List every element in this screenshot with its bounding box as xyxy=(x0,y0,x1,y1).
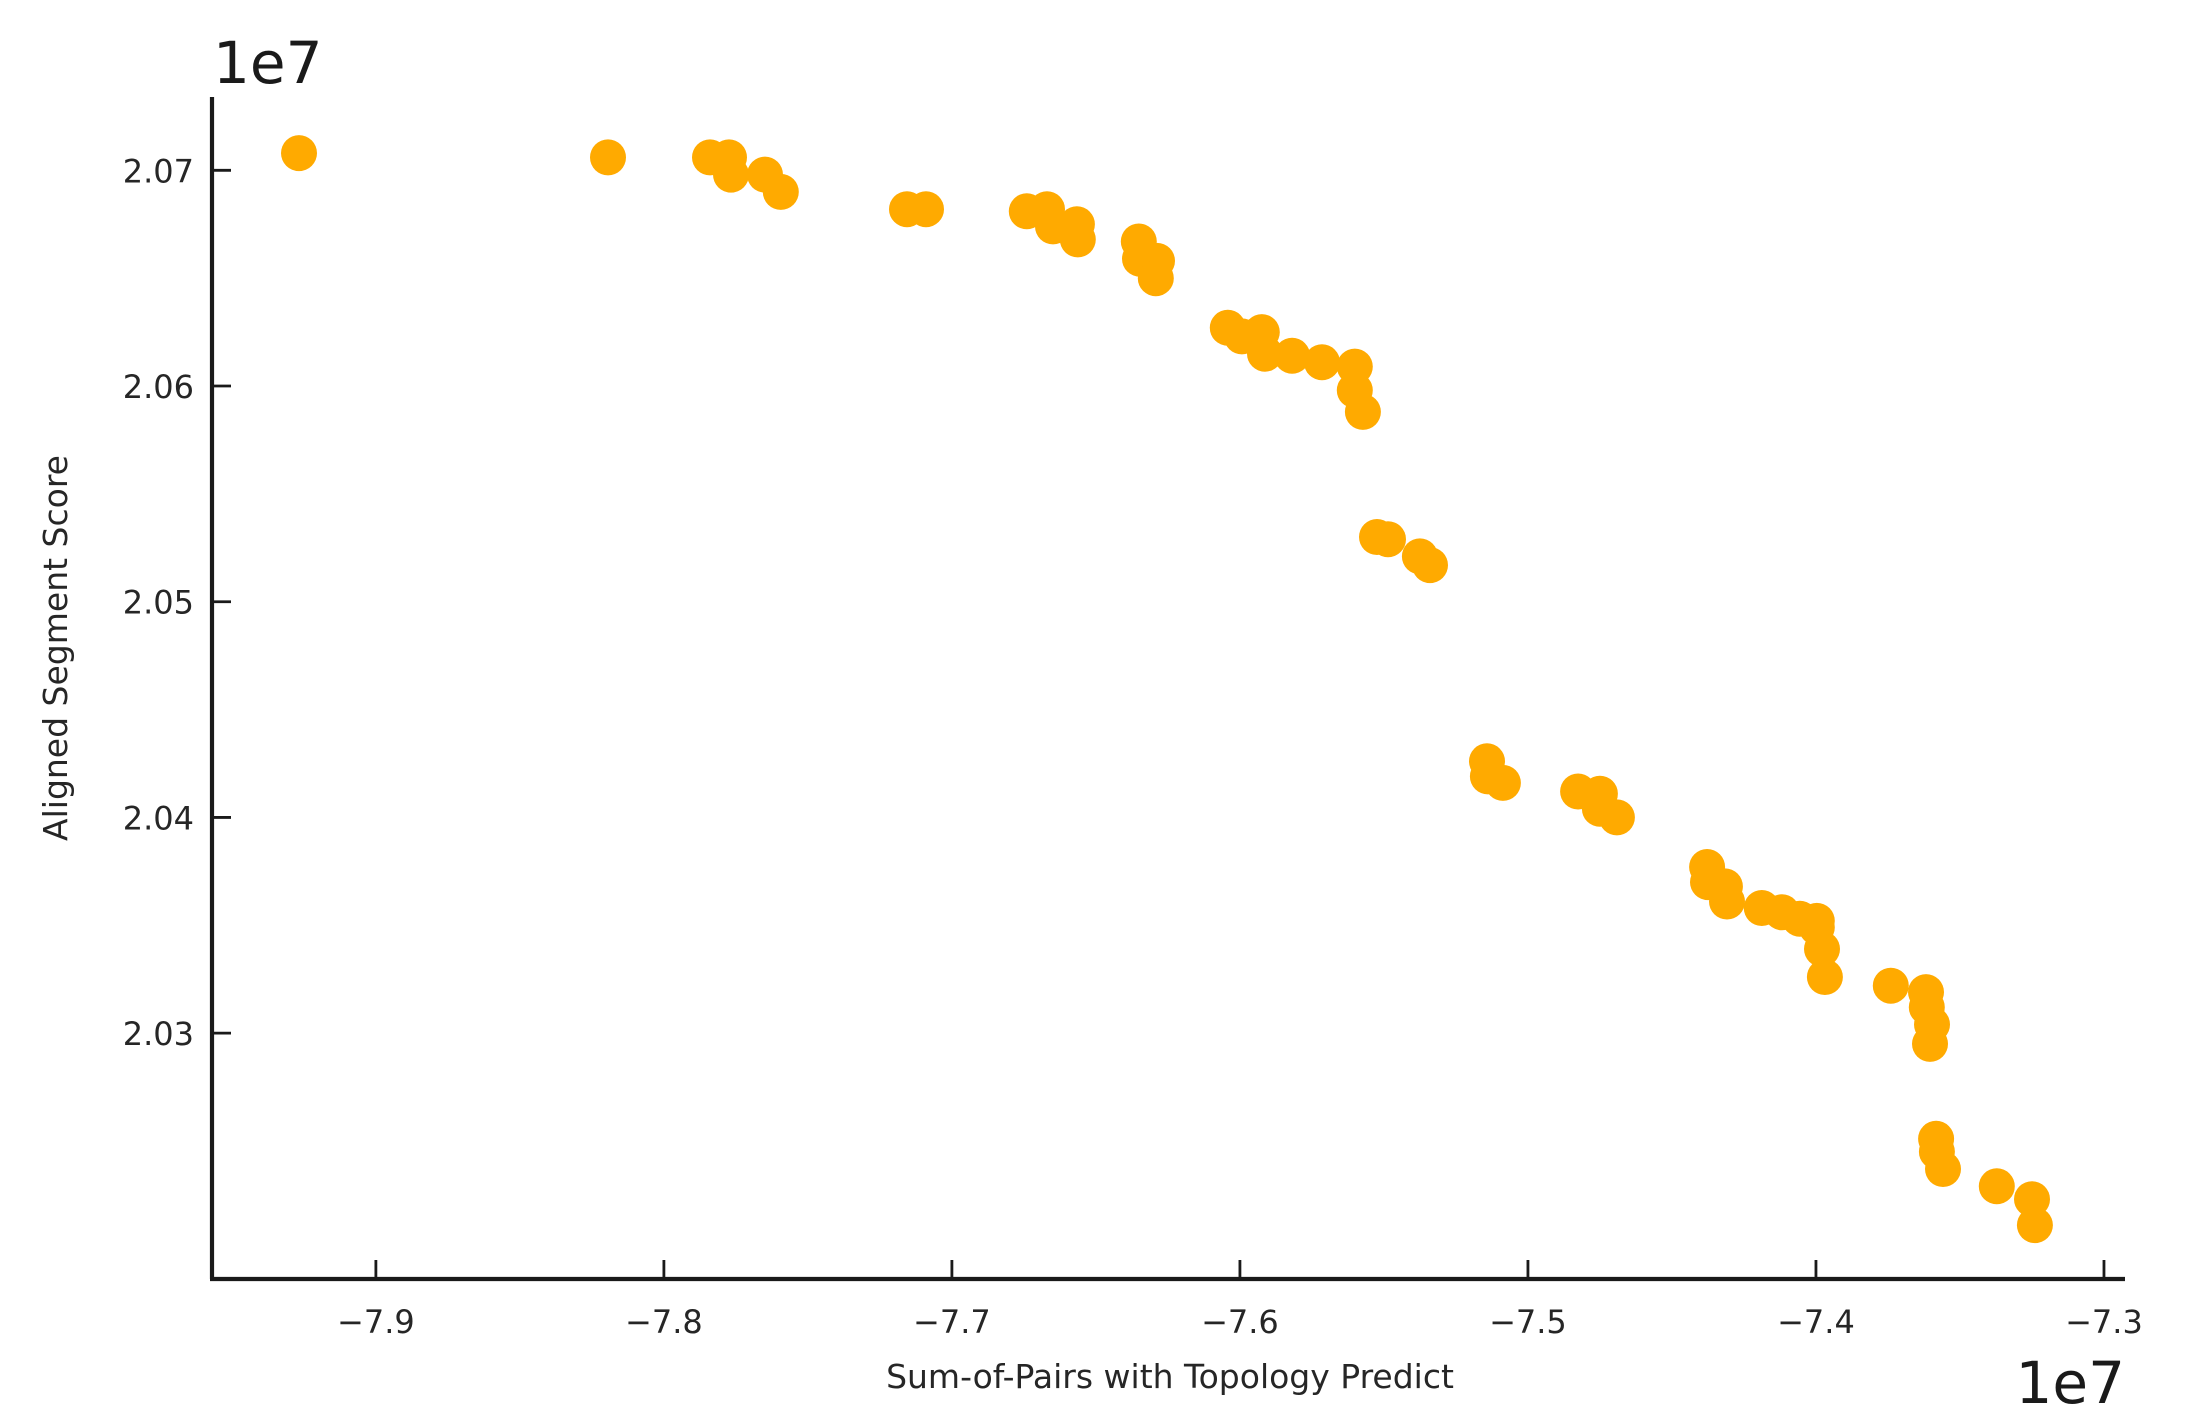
x-tick-label: −7.9 xyxy=(337,1303,415,1341)
data-point xyxy=(2016,1207,2053,1244)
y-tick-label: 2.05 xyxy=(123,584,194,622)
y-tick-label: 2.06 xyxy=(123,368,194,406)
data-point xyxy=(1412,547,1448,584)
data-point xyxy=(1925,1151,1961,1187)
data-point xyxy=(1598,799,1635,836)
data-point xyxy=(1247,335,1283,372)
y-tick-label: 2.07 xyxy=(123,152,194,190)
data-point xyxy=(908,191,944,228)
data-point xyxy=(1912,1025,1948,1062)
data-point xyxy=(1804,931,1840,967)
x-tick-label: −7.4 xyxy=(1777,1303,1855,1341)
data-point xyxy=(1370,521,1406,558)
data-point xyxy=(713,156,749,193)
data-point xyxy=(1304,344,1340,381)
x-tick-label: −7.6 xyxy=(1201,1303,1279,1341)
data-point xyxy=(590,139,626,176)
y-offset-label: 1e7 xyxy=(213,29,323,97)
data-point xyxy=(281,135,317,172)
x-axis-label: Sum-of-Pairs with Topology Predict xyxy=(886,1357,1454,1396)
data-points xyxy=(281,135,2053,1244)
y-tick-label: 2.03 xyxy=(123,1015,194,1053)
x-tick-label: −7.5 xyxy=(1489,1303,1567,1341)
data-point xyxy=(1872,967,1909,1004)
data-point xyxy=(1709,883,1745,920)
data-point xyxy=(762,173,799,210)
data-point xyxy=(1059,221,1096,258)
y-tick-label: 2.04 xyxy=(123,799,194,837)
x-tick-label: −7.7 xyxy=(913,1303,991,1341)
data-point xyxy=(1274,337,1311,374)
data-point xyxy=(1344,393,1381,430)
y-axis-label: Aligned Segment Score xyxy=(36,455,75,841)
x-axis-ticks: −7.9 −7.8 −7.7 −7.6 −7.5 −7.4 −7.3 xyxy=(337,1260,2143,1341)
data-point xyxy=(1806,959,1843,995)
y-axis-ticks: 2.03 2.04 2.05 2.06 2.07 xyxy=(123,152,231,1053)
data-point xyxy=(1484,764,1521,801)
x-offset-label: 1e7 xyxy=(2016,1349,2126,1417)
x-tick-label: −7.3 xyxy=(2065,1303,2143,1341)
data-point xyxy=(1978,1168,2015,1205)
x-tick-label: −7.8 xyxy=(625,1303,703,1341)
data-point xyxy=(1137,260,1174,297)
